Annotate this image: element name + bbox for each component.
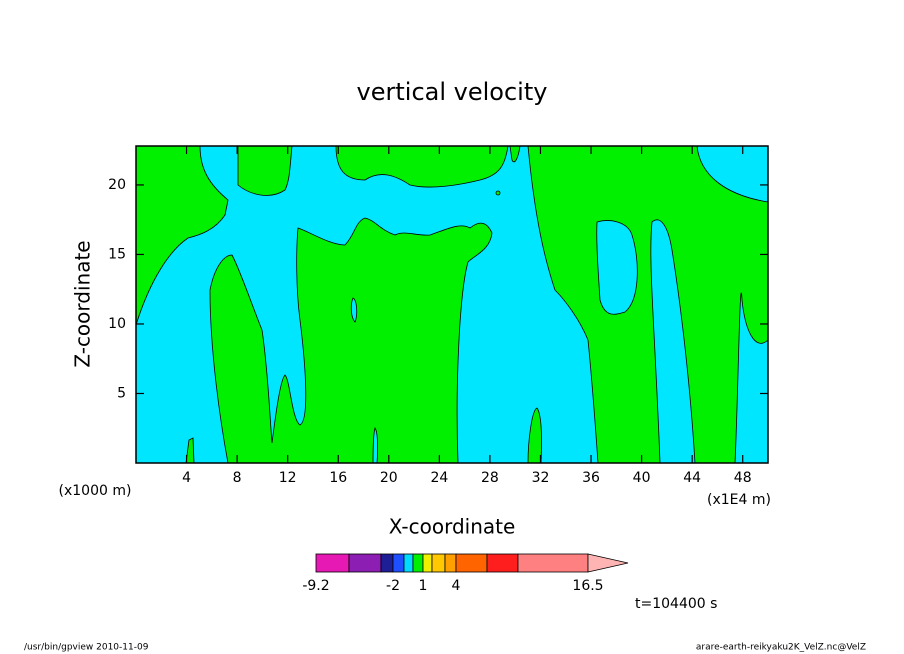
colorbar-tick-label: -2 (386, 578, 400, 594)
x-scale-note: (x1E4 m) (707, 492, 771, 508)
region (237, 145, 293, 196)
colorbar-tick-label: 4 (452, 578, 461, 594)
y-tick-label: 10 (108, 316, 126, 332)
plot-frame (135, 145, 769, 464)
x-tick-label: 36 (582, 470, 600, 486)
x-tick-label: 32 (532, 470, 550, 486)
x-tick-label: 28 (481, 470, 499, 486)
x-axis-title: X-coordinate (389, 515, 516, 539)
y-axis-title: Z-coordinate (71, 240, 95, 367)
colorbar-segment (444, 553, 457, 573)
colorbar-segment (431, 553, 446, 573)
colorbar-tick-label: 1 (419, 578, 428, 594)
x-tick-label: 20 (380, 470, 398, 486)
region (372, 427, 378, 464)
chart-title: vertical velocity (357, 78, 548, 106)
colorbar-segment (455, 553, 488, 573)
x-tick-label: 12 (279, 470, 297, 486)
x-tick-label: 4 (182, 470, 191, 486)
negative-regions (350, 220, 638, 464)
region (527, 145, 769, 464)
time-note: t=104400 s (635, 596, 717, 612)
x-tick-label: 48 (734, 470, 752, 486)
y-tick-label: 20 (108, 177, 126, 193)
colorbar-segment (517, 553, 589, 573)
colorbar-segment (412, 553, 424, 573)
colorbar: -9.2 -2 1 4 16.5 (302, 553, 629, 594)
colorbar-segment (403, 553, 414, 573)
colorbar-segment (315, 553, 350, 573)
contour-field (135, 145, 769, 464)
x-tick-label: 16 (329, 470, 347, 486)
colorbar-extension (587, 553, 629, 573)
colorbar-segment (392, 553, 405, 573)
x-tick-label: 8 (233, 470, 242, 486)
region (135, 145, 229, 326)
region (527, 407, 542, 464)
x-tick-label: 40 (633, 470, 651, 486)
region (350, 297, 358, 323)
colorbar-segment (348, 553, 382, 573)
y-tick-label: 15 (108, 246, 126, 262)
region (335, 145, 509, 188)
x-tick-label: 24 (430, 470, 448, 486)
colorbar-tick-label: 16.5 (572, 578, 603, 594)
region (495, 190, 501, 196)
region (596, 220, 638, 315)
x-unit-note: (x1000 m) (59, 483, 132, 499)
y-tick-label: 5 (117, 385, 126, 401)
colorbar-segment (486, 553, 519, 573)
region (209, 217, 493, 464)
positive-regions (135, 145, 769, 464)
colorbar-segment (422, 553, 433, 573)
footer-right: arare-earth-reikyaku2K_VelZ.nc@VelZ (696, 643, 866, 653)
x-tick-label: 44 (683, 470, 701, 486)
colorbar-tick-label: -9.2 (302, 578, 329, 594)
footer-left: /usr/bin/gpview 2010-11-09 (24, 643, 149, 653)
colorbar-segment (380, 553, 394, 573)
